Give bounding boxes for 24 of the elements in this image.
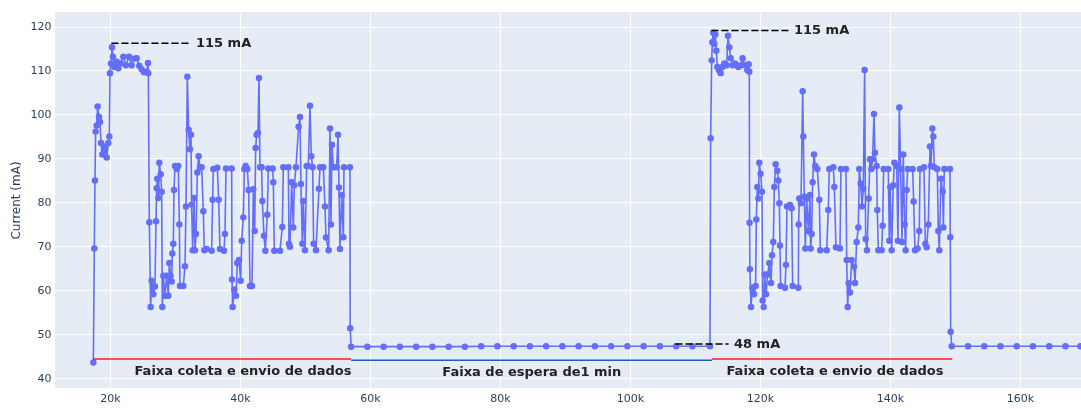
x-tick-label: 120k bbox=[746, 391, 775, 405]
annotation: Faixa de espera de1 min bbox=[442, 364, 622, 380]
annotation: Faixa coleta e envio de dados bbox=[134, 362, 352, 378]
y-tick-label: 80 bbox=[37, 195, 52, 209]
annotation: 115 mA bbox=[195, 35, 252, 51]
y-tick-label: 90 bbox=[37, 151, 52, 165]
annotation: 115 mA bbox=[793, 22, 850, 38]
annotation: Faixa coleta e envio de dados bbox=[726, 362, 944, 378]
x-tick-label: 100k bbox=[616, 391, 645, 405]
y-tick-label: 70 bbox=[37, 239, 52, 253]
x-tick-label: 60k bbox=[360, 391, 382, 405]
x-tick-label: 20k bbox=[100, 391, 122, 405]
y-tick-label: 40 bbox=[37, 371, 52, 385]
y-tick-label: 100 bbox=[30, 107, 52, 121]
x-tick-label: 40k bbox=[230, 391, 252, 405]
y-tick-label: 110 bbox=[30, 63, 52, 77]
x-tick-label: 140k bbox=[876, 391, 905, 405]
x-tick-label: 80k bbox=[490, 391, 512, 405]
y-tick-label: 120 bbox=[30, 20, 52, 34]
y-axis-title: Current (mA) bbox=[8, 161, 23, 240]
y-tick-label: 50 bbox=[37, 327, 52, 341]
x-tick-label: 160k bbox=[1006, 391, 1035, 405]
annotation: 48 mA bbox=[733, 336, 781, 352]
y-tick-label: 60 bbox=[37, 283, 52, 297]
